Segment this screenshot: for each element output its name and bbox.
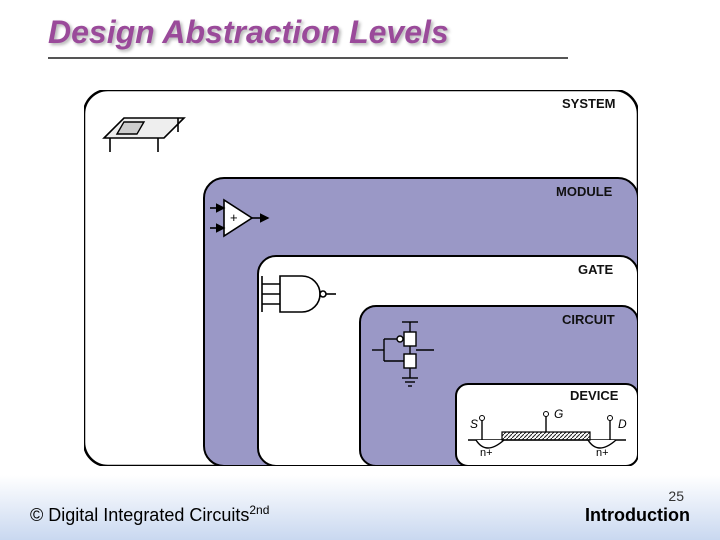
- svg-text:S: S: [470, 417, 478, 431]
- abstraction-diagram: +: [84, 90, 638, 466]
- copyright-sup: 2nd: [249, 503, 269, 517]
- svg-text:n+: n+: [480, 447, 493, 459]
- level-label-gate: GATE: [578, 262, 613, 277]
- svg-text:D: D: [618, 417, 627, 431]
- page-number: 25: [668, 488, 684, 504]
- chapter-title: Introduction: [585, 505, 690, 526]
- level-label-module: MODULE: [556, 184, 612, 199]
- copyright-text: © Digital Integrated Circuits: [30, 505, 249, 525]
- level-label-circuit: CIRCUIT: [562, 312, 615, 327]
- copyright: © Digital Integrated Circuits2nd: [30, 503, 269, 526]
- svg-text:G: G: [554, 407, 563, 421]
- level-label-system: SYSTEM: [562, 96, 615, 111]
- svg-text:+: +: [230, 210, 238, 225]
- svg-text:n+: n+: [596, 447, 609, 459]
- slide-title: Design Abstraction Levels: [48, 14, 568, 59]
- level-label-device: DEVICE: [570, 388, 618, 403]
